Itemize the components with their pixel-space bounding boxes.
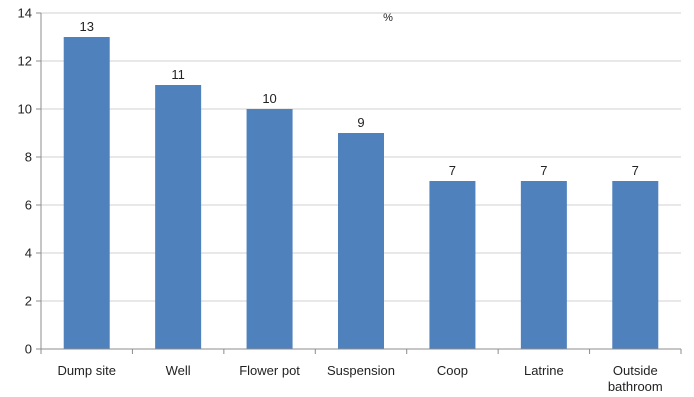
bar	[520, 181, 567, 349]
y-tick-label: 8	[25, 150, 32, 165]
x-category-label: Dump site	[57, 363, 116, 378]
unit-label: %	[383, 12, 393, 24]
x-category-label: Outside	[613, 363, 658, 378]
y-tick-label: 4	[25, 246, 32, 261]
labels: 0 2 4 6 8 10 12 14 13 Dump site 11 Well 10 Flower pot…	[18, 6, 663, 395]
bar	[429, 181, 476, 349]
data-label: 7	[449, 163, 456, 178]
y-tick-label: 12	[18, 54, 32, 69]
data-label: 10	[262, 91, 276, 106]
x-category-label: Latrine	[524, 363, 564, 378]
bar	[155, 85, 202, 349]
x-category-label: Flower pot	[239, 363, 300, 378]
data-label: 9	[357, 115, 364, 130]
data-label: 7	[540, 163, 547, 178]
data-label: 13	[79, 19, 93, 34]
axes	[36, 12, 682, 354]
data-label: 11	[171, 67, 185, 82]
y-tick-label: 14	[18, 6, 32, 21]
x-category-label: Well	[166, 363, 191, 378]
y-tick-label: 10	[18, 102, 32, 117]
bar	[338, 133, 384, 349]
y-tick-label: 2	[25, 294, 32, 309]
bar	[63, 37, 110, 349]
x-category-label: Suspension	[327, 363, 395, 378]
x-category-label: Coop	[437, 363, 468, 378]
data-label: 7	[632, 163, 639, 178]
bar	[612, 181, 659, 349]
y-tick-label: 0	[25, 342, 32, 357]
bars	[63, 37, 659, 349]
x-category-label: bathroom	[608, 379, 663, 394]
y-tick-label: 6	[25, 198, 32, 213]
bar	[246, 109, 293, 349]
